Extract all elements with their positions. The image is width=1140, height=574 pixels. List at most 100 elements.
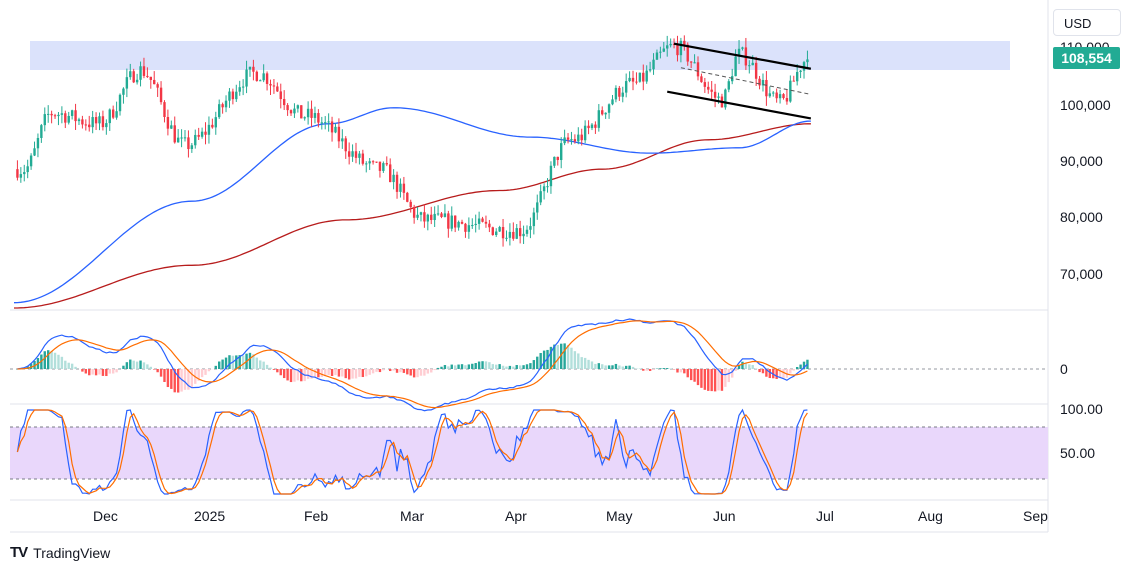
- macd-histogram-bar: [371, 369, 375, 374]
- candle-body: [60, 113, 64, 115]
- candle-body: [347, 151, 351, 157]
- candle: [289, 109, 293, 116]
- macd-histogram-bar: [683, 369, 686, 374]
- candle: [529, 217, 532, 239]
- candle-body: [648, 69, 652, 71]
- macd-histogram-bar: [111, 369, 115, 374]
- candle: [334, 123, 337, 134]
- candle-body: [176, 137, 180, 143]
- candle: [430, 206, 433, 225]
- candle-body: [238, 87, 241, 92]
- candle-body: [758, 78, 761, 86]
- sma-mid-line: [13, 107, 811, 304]
- candle-body: [795, 71, 799, 82]
- macd-histogram-bar: [224, 357, 228, 369]
- candle: [662, 41, 665, 53]
- candle: [306, 101, 310, 125]
- candle: [108, 108, 111, 131]
- candle-body: [577, 134, 580, 142]
- candle-body: [399, 183, 402, 192]
- candle-body: [327, 121, 330, 123]
- candle-body: [536, 202, 539, 213]
- candle-body: [228, 91, 231, 101]
- candle-body: [43, 114, 46, 126]
- candle: [29, 153, 33, 170]
- candle-body: [241, 86, 245, 88]
- candle-body: [170, 125, 173, 129]
- candle: [53, 113, 57, 119]
- candle: [156, 82, 159, 97]
- candle-body: [477, 218, 481, 224]
- candle-body: [53, 115, 57, 117]
- candle: [40, 123, 43, 143]
- candle: [696, 56, 700, 81]
- candle-body: [676, 44, 679, 56]
- candle-body: [125, 77, 129, 89]
- candle: [262, 64, 265, 83]
- macd-histogram-bar: [282, 369, 286, 379]
- candle-body: [395, 174, 399, 192]
- macd-histogram-bar: [389, 369, 392, 372]
- macd-histogram-bar: [204, 369, 207, 375]
- candle: [556, 156, 559, 166]
- macd-histogram-bar: [412, 369, 416, 378]
- candle-body: [450, 215, 453, 229]
- candle-body: [211, 124, 214, 128]
- macd-histogram-bar: [70, 363, 74, 369]
- candle-body: [361, 153, 365, 164]
- candle: [799, 69, 802, 79]
- candle: [570, 131, 573, 145]
- macd-histogram-bar: [200, 369, 204, 378]
- candle-body: [368, 161, 371, 164]
- candle: [495, 228, 498, 237]
- candle: [402, 176, 406, 200]
- macd-histogram-bar: [491, 364, 494, 369]
- macd-histogram-bar: [84, 369, 88, 374]
- candle-body: [611, 99, 614, 105]
- candle-body: [607, 104, 611, 113]
- candle: [614, 85, 618, 103]
- macd-histogram-bar: [125, 362, 129, 369]
- candle-body: [337, 126, 341, 142]
- candle-body: [806, 59, 809, 63]
- price-tick-90000: 90,000: [1060, 153, 1103, 169]
- candle: [689, 61, 693, 69]
- candle: [84, 119, 88, 131]
- candle-body: [98, 116, 101, 124]
- macd-histogram-bar: [419, 369, 423, 376]
- macd-histogram-bar: [744, 363, 748, 369]
- macd-histogram-bar: [101, 369, 105, 376]
- candle: [416, 206, 419, 221]
- candle: [734, 49, 737, 77]
- candle: [118, 93, 122, 116]
- candle: [105, 119, 108, 135]
- candle-body: [406, 192, 409, 202]
- macd-histogram-bar: [652, 369, 655, 370]
- candle: [91, 110, 94, 134]
- candle: [587, 120, 590, 135]
- macd-histogram-bar: [365, 369, 368, 377]
- candle: [522, 225, 525, 244]
- candle: [19, 167, 23, 183]
- candle: [710, 80, 713, 101]
- candle: [204, 122, 207, 145]
- candle-body: [194, 134, 197, 146]
- currency-selector[interactable]: USD: [1053, 9, 1121, 36]
- candle: [611, 94, 614, 106]
- candle-body: [300, 105, 303, 119]
- candle: [549, 161, 553, 194]
- tradingview-brand[interactable]: TV TradingView: [10, 544, 110, 561]
- time-label-apr: Apr: [505, 508, 527, 524]
- candle: [467, 217, 471, 239]
- candle: [419, 211, 423, 222]
- macd-histogram-bar: [382, 369, 385, 371]
- macd-histogram-bar: [347, 369, 351, 380]
- candle-body: [566, 137, 570, 140]
- macd-histogram-bar: [707, 369, 710, 391]
- candle-body: [618, 87, 621, 97]
- candle-body: [546, 186, 549, 188]
- macd-histogram-bar: [679, 369, 683, 373]
- moving-averages: [13, 107, 811, 309]
- macd-histogram-bar: [450, 364, 453, 369]
